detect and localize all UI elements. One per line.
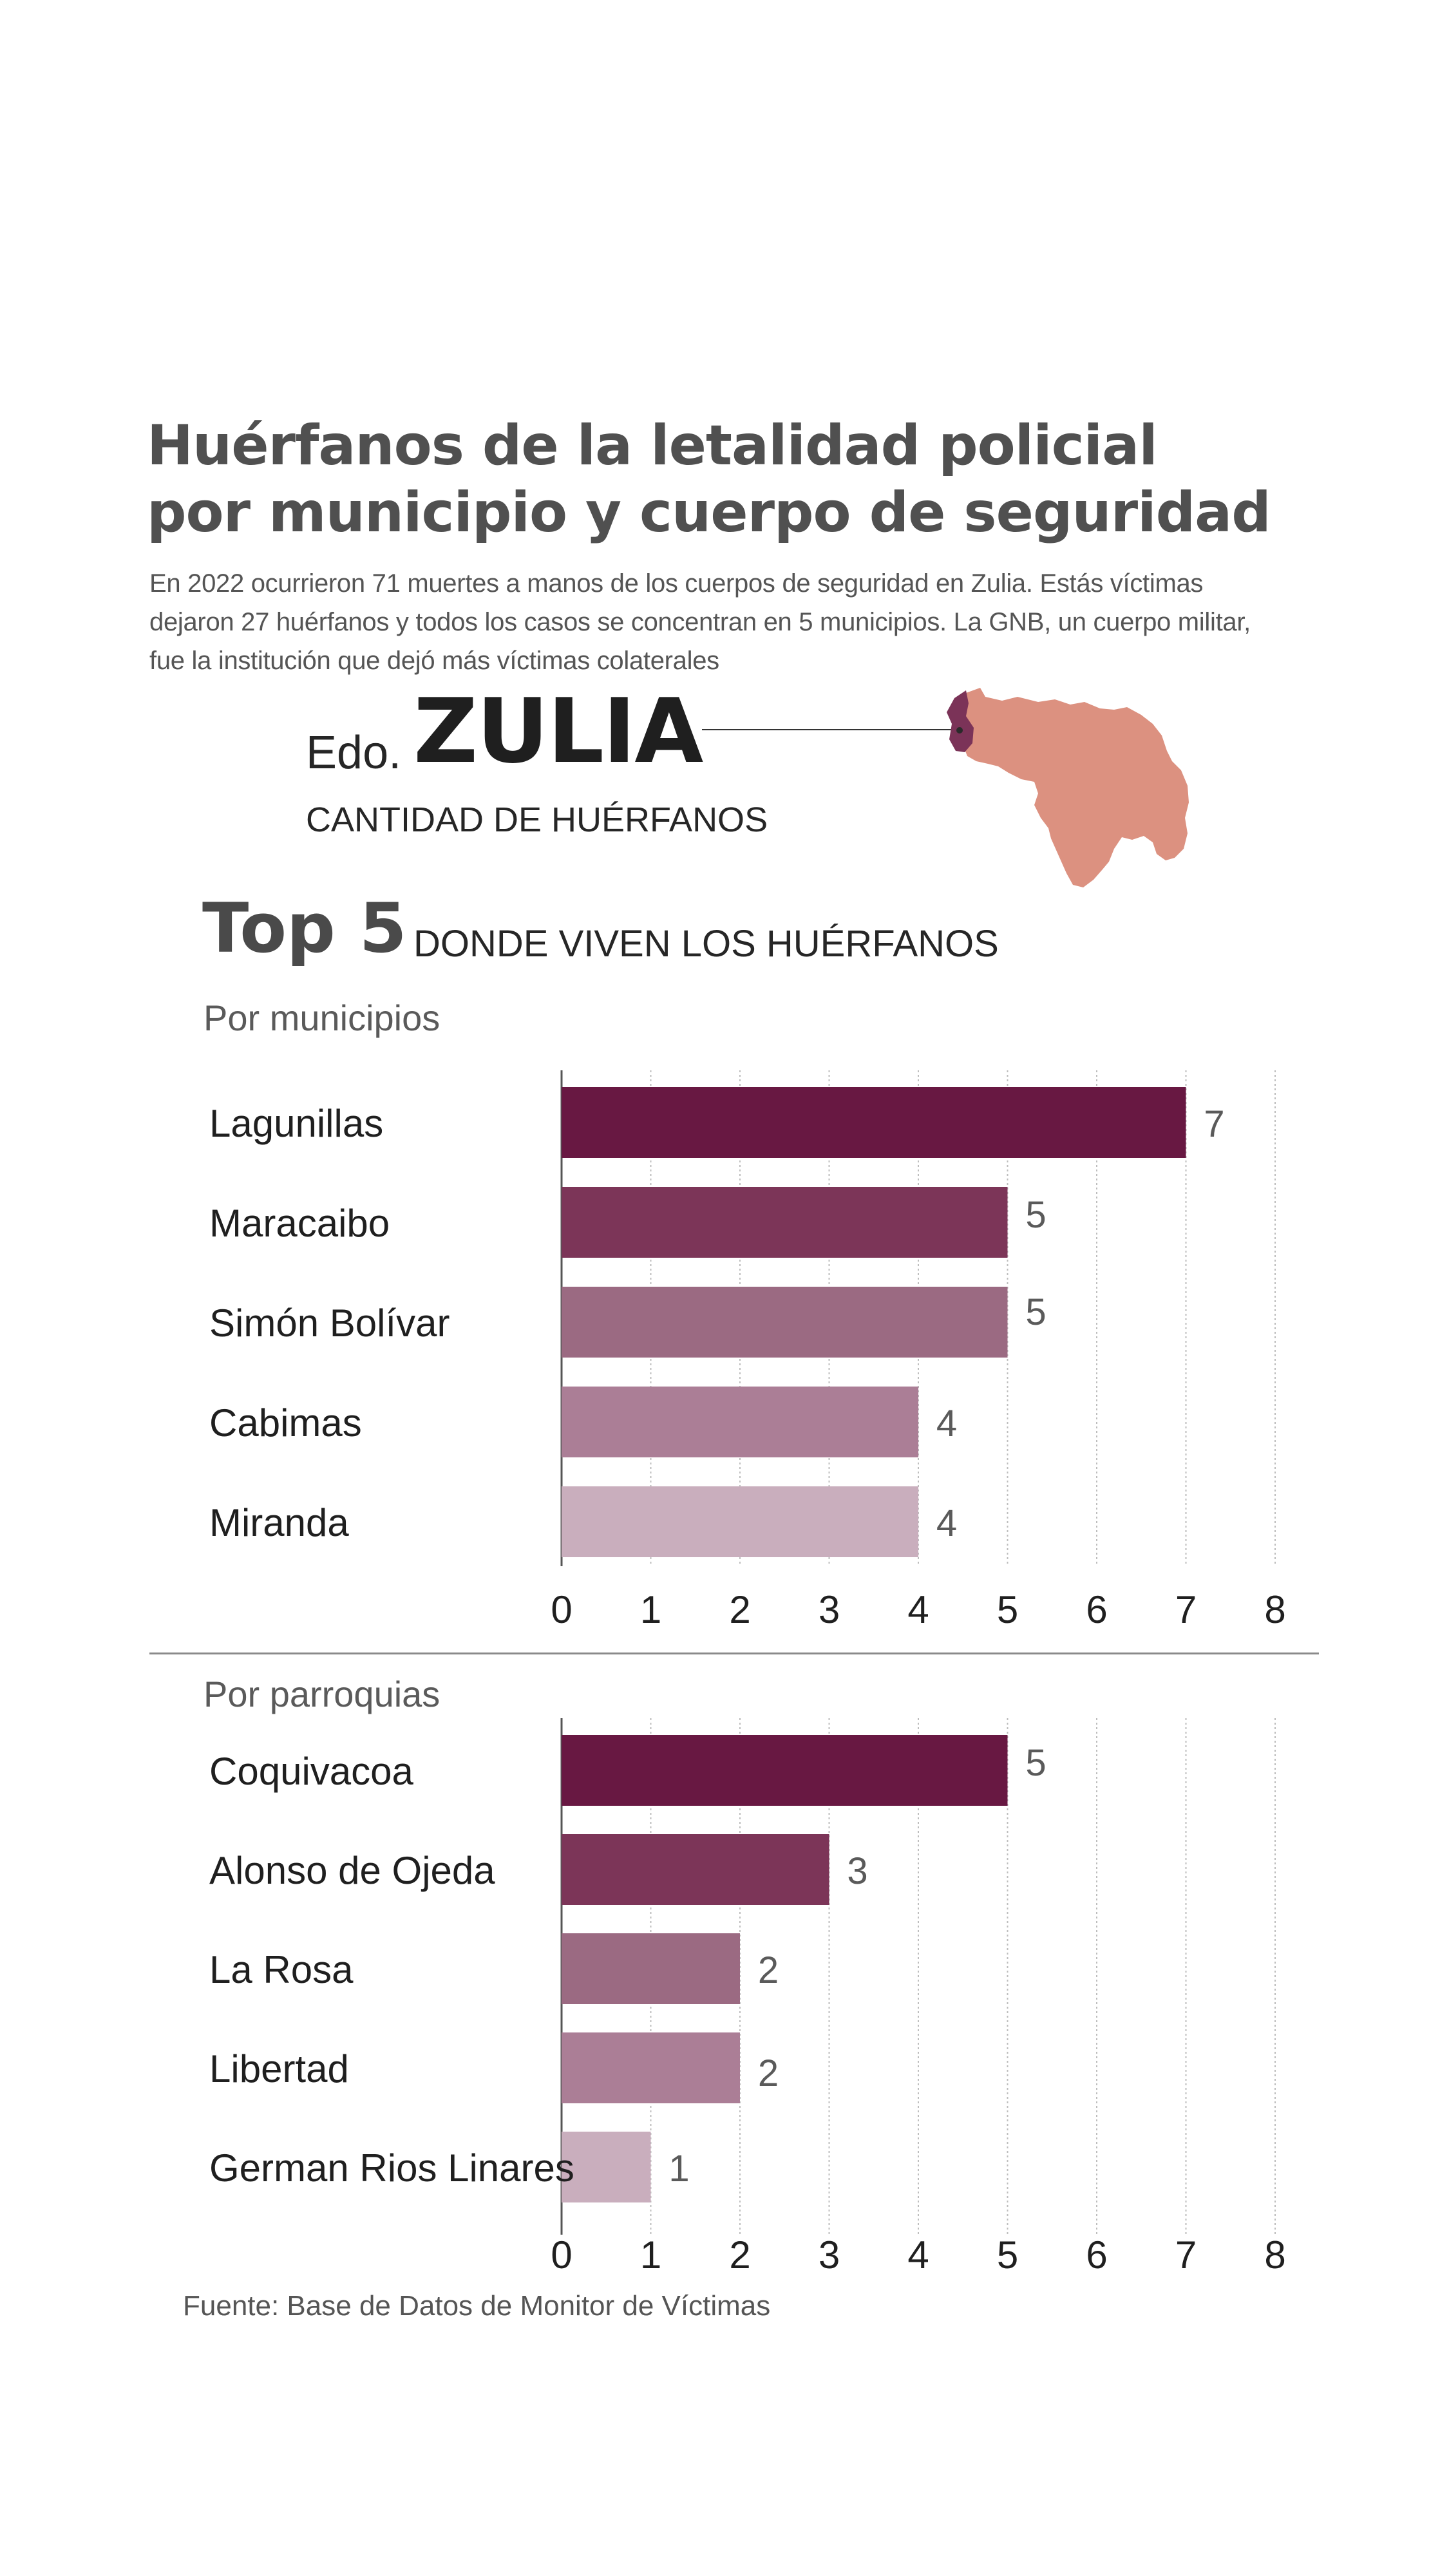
bar [562,2032,740,2103]
subtitle-line-3: fue la institución que dejó más víctimas… [149,647,719,675]
x-tick-label: 2 [729,1588,750,1631]
data-label: 7 [1204,1103,1224,1145]
data-label: 3 [847,1850,867,1892]
data-label: 5 [1025,1742,1046,1784]
subtitle: En 2022 ocurrieron 71 muertes a manos de… [149,564,1360,680]
category-label: La Rosa [209,1948,354,1991]
bar [562,1087,1186,1158]
map-leader-line [702,729,953,730]
category-label: Lagunillas [209,1102,383,1145]
data-label: 2 [758,1949,779,1991]
bar [562,1834,829,1905]
chart-parroquias: Coquivacoa 5 Alonso de Ojeda 3 La Rosa 2 Liber… [209,1718,1286,2277]
x-tick-label: 1 [640,1588,661,1631]
state-name: ZULIA [413,679,703,783]
category-label: German Rios Linares [209,2146,574,2190]
subtitle-line-1: En 2022 ocurrieron 71 muertes a manos de… [149,569,1204,598]
data-label: 5 [1025,1291,1046,1333]
category-label: Cabimas [209,1401,362,1444]
category-label: Simón Bolívar [209,1302,450,1345]
bar [562,1933,740,2004]
section-divider [149,1653,1319,1654]
x-tick-label: 7 [1175,2233,1197,2277]
x-tick-label: 4 [907,1588,929,1631]
x-tick-label: 4 [907,2233,929,2277]
x-tick-label: 6 [1086,2233,1107,2277]
category-label: Maracaibo [209,1202,390,1245]
x-tick-label: 2 [729,2233,750,2277]
x-tick-label: 3 [819,2233,840,2277]
x-tick-label: 1 [640,2233,661,2277]
title-line-1: Huérfanos de la letalidad policial [147,413,1158,478]
chart-municipios: Lagunillas 7 Maracaibo 5 Simón Bolívar 5 Cabim… [209,1070,1286,1631]
chart-1-title: Por municipios [204,998,440,1038]
x-tick-label: 5 [997,1588,1018,1631]
top5-label: Top 5 [202,889,407,968]
data-label: 4 [936,1502,957,1544]
data-label: 5 [1025,1194,1046,1236]
bar [562,1187,1008,1258]
bar [562,2132,651,2202]
category-label: Miranda [209,1501,349,1544]
bar [562,1735,1008,1806]
title-line-2: por municipio y cuerpo de seguridad [147,480,1271,545]
zulia-highlight-shape [947,690,974,752]
x-tick-label: 3 [819,1588,840,1631]
data-label: 1 [668,2148,689,2190]
chart-2-title: Por parroquias [204,1674,440,1714]
state-prefix: Edo. [306,727,402,779]
bar [562,1287,1008,1358]
zulia-marker-icon [956,727,963,734]
bar [562,1486,918,1557]
category-label: Coquivacoa [209,1750,414,1793]
page-title: Huérfanos de la letalidad policial por m… [147,412,1370,546]
venezuela-country-shape [962,688,1189,887]
x-tick-label: 8 [1264,2233,1285,2277]
x-tick-label: 5 [997,2233,1018,2277]
category-label: Libertad [209,2047,349,2090]
x-tick-label: 0 [551,1588,572,1631]
data-label: 2 [758,2052,779,2094]
data-label: 4 [936,1403,957,1444]
x-tick-label: 0 [551,2233,572,2277]
x-tick-label: 7 [1175,1588,1197,1631]
category-label: Alonso de Ojeda [209,1849,495,1892]
bar [562,1387,918,1457]
x-tick-label: 6 [1086,1588,1107,1631]
top5-sublabel: DONDE VIVEN LOS HUÉRFANOS [413,923,999,965]
state-caption: CANTIDAD DE HUÉRFANOS [306,800,768,839]
source-note: Fuente: Base de Datos de Monitor de Víct… [183,2290,771,2322]
x-tick-label: 8 [1264,1588,1285,1631]
venezuela-map [947,688,1189,887]
subtitle-line-2: dejaron 27 huérfanos y todos los casos s… [149,608,1251,636]
